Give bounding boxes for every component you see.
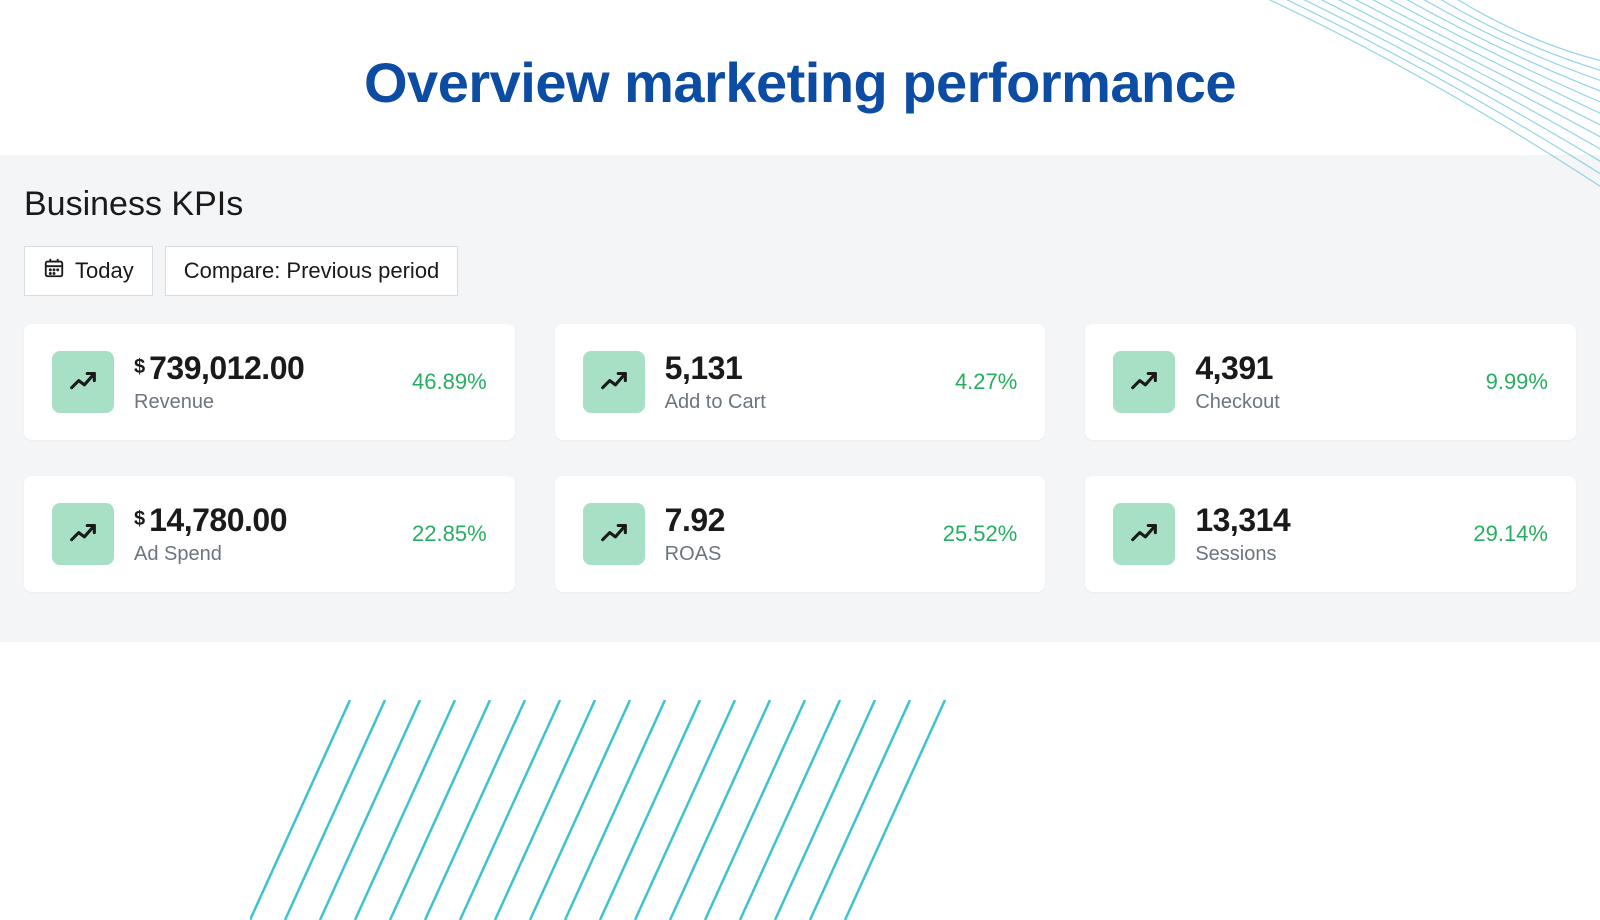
kpi-change: 46.89% [412,369,487,395]
kpi-body: 13,314 Sessions [1195,502,1473,566]
kpi-prefix: $ [134,508,145,531]
decorative-diagonal-lines [250,700,1150,920]
kpi-body: 4,391 Checkout [1195,350,1485,414]
panel-controls: Today Compare: Previous period [20,246,1580,296]
kpi-change: 25.52% [943,521,1018,547]
calendar-icon [43,257,65,285]
trend-up-icon [52,351,114,413]
compare-button[interactable]: Compare: Previous period [165,246,459,296]
kpi-value: 14,780.00 [149,502,287,539]
compare-label: Compare: Previous period [184,258,440,284]
kpi-value: 4,391 [1195,350,1273,387]
kpi-label: Sessions [1195,543,1473,566]
kpi-body: 7.92 ROAS [665,502,943,566]
kpi-label: Revenue [134,391,412,414]
kpi-label: Checkout [1195,391,1485,414]
kpi-change: 9.99% [1486,369,1548,395]
kpi-prefix: $ [134,356,145,379]
kpi-card[interactable]: 13,314 Sessions 29.14% [1085,476,1576,592]
kpi-card[interactable]: $ 739,012.00 Revenue 46.89% [24,324,515,440]
kpi-change: 29.14% [1473,521,1548,547]
kpi-card[interactable]: 7.92 ROAS 25.52% [555,476,1046,592]
trend-up-icon [52,503,114,565]
kpi-label: Add to Cart [665,391,955,414]
kpi-value: 7.92 [665,502,725,539]
panel-title: Business KPIs [20,185,1580,224]
kpi-card[interactable]: 5,131 Add to Cart 4.27% [555,324,1046,440]
date-range-label: Today [75,258,134,284]
trend-up-icon [583,503,645,565]
date-range-button[interactable]: Today [24,246,153,296]
kpi-body: $ 739,012.00 Revenue [134,350,412,414]
kpi-panel: Business KPIs Today Compare: Previous [0,155,1600,642]
kpi-card[interactable]: $ 14,780.00 Ad Spend 22.85% [24,476,515,592]
page-title: Overview marketing performance [0,0,1600,155]
trend-up-icon [1113,503,1175,565]
trend-up-icon [1113,351,1175,413]
kpi-change: 22.85% [412,521,487,547]
kpi-value: 739,012.00 [149,350,304,387]
kpi-card[interactable]: 4,391 Checkout 9.99% [1085,324,1576,440]
kpi-grid: $ 739,012.00 Revenue 46.89% 5,131 Add to… [20,324,1580,592]
kpi-body: 5,131 Add to Cart [665,350,955,414]
kpi-label: ROAS [665,543,943,566]
kpi-value: 13,314 [1195,502,1290,539]
kpi-change: 4.27% [955,369,1017,395]
kpi-label: Ad Spend [134,543,412,566]
kpi-value: 5,131 [665,350,743,387]
trend-up-icon [583,351,645,413]
kpi-body: $ 14,780.00 Ad Spend [134,502,412,566]
